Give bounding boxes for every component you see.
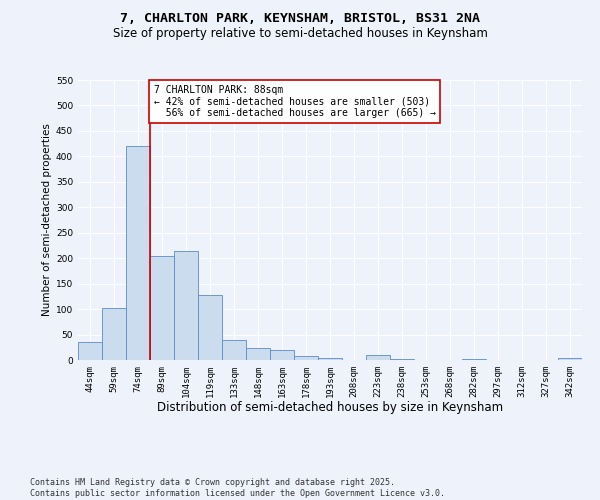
Bar: [198, 295, 222, 360]
Bar: [558, 358, 582, 360]
Text: Size of property relative to semi-detached houses in Keynsham: Size of property relative to semi-detach…: [113, 28, 487, 40]
Bar: [318, 358, 342, 360]
Text: 7, CHARLTON PARK, KEYNSHAM, BRISTOL, BS31 2NA: 7, CHARLTON PARK, KEYNSHAM, BRISTOL, BS3…: [120, 12, 480, 26]
Bar: [294, 356, 318, 360]
Bar: [78, 342, 102, 360]
Bar: [270, 350, 294, 360]
Bar: [390, 359, 414, 360]
Bar: [246, 348, 270, 360]
Bar: [222, 340, 246, 360]
Bar: [102, 308, 126, 360]
Bar: [150, 256, 174, 360]
Text: 7 CHARLTON PARK: 88sqm
← 42% of semi-detached houses are smaller (503)
  56% of : 7 CHARLTON PARK: 88sqm ← 42% of semi-det…: [154, 85, 436, 118]
Y-axis label: Number of semi-detached properties: Number of semi-detached properties: [42, 124, 52, 316]
Bar: [126, 146, 150, 360]
Bar: [366, 356, 390, 360]
X-axis label: Distribution of semi-detached houses by size in Keynsham: Distribution of semi-detached houses by …: [157, 402, 503, 414]
Bar: [174, 250, 198, 360]
Text: Contains HM Land Registry data © Crown copyright and database right 2025.
Contai: Contains HM Land Registry data © Crown c…: [30, 478, 445, 498]
